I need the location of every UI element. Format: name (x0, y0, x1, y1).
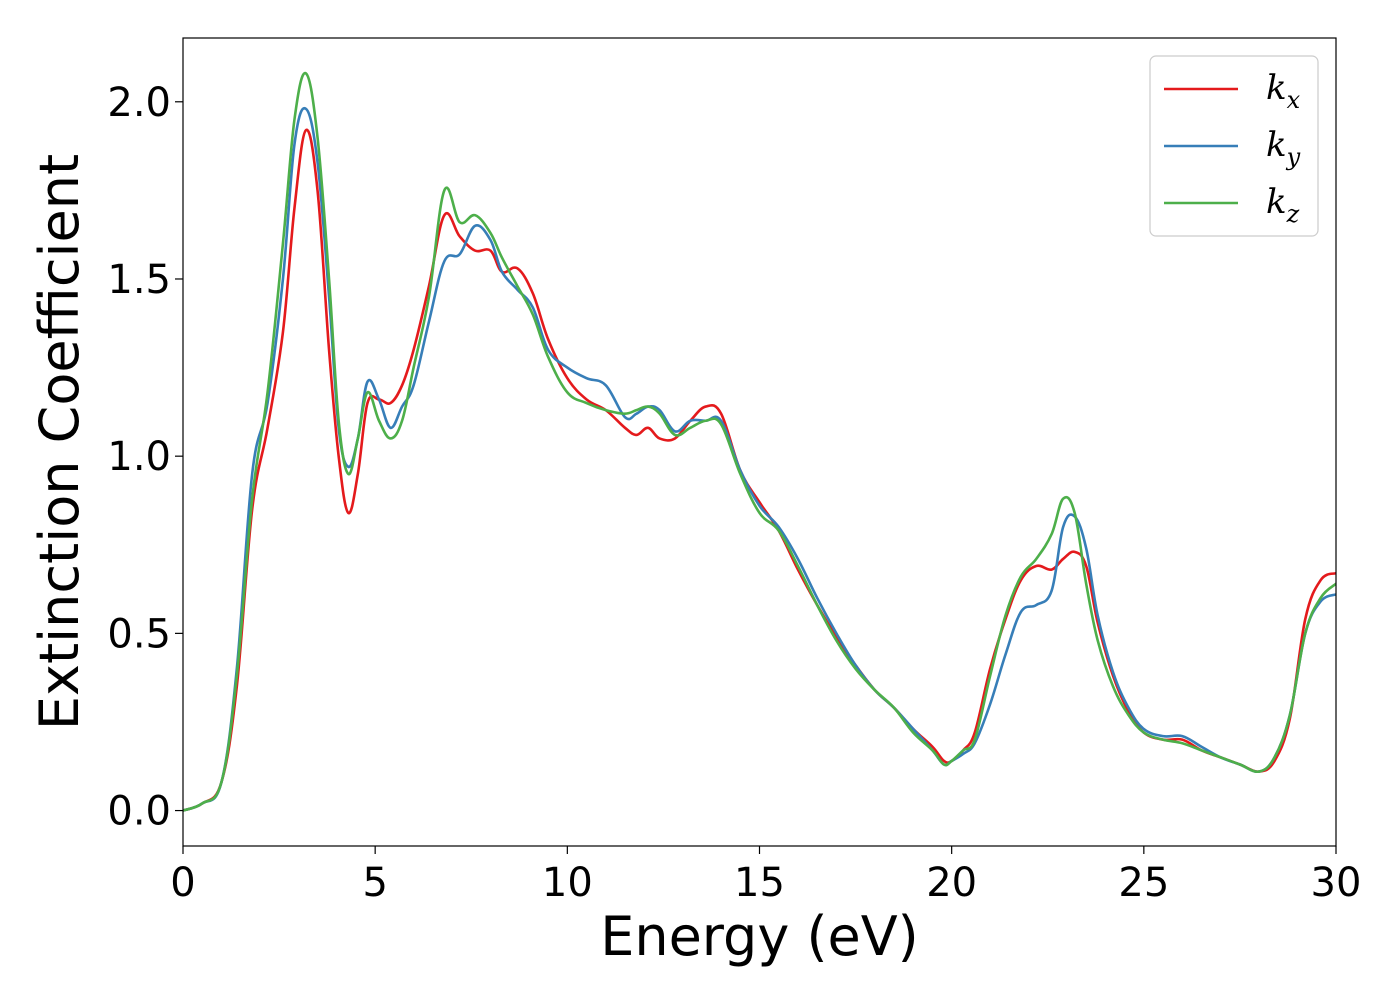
series-kz-line (183, 71, 1336, 812)
series-group (183, 71, 1336, 812)
x-tick-label: 15 (734, 860, 785, 906)
y-tick-label: 1.5 (107, 257, 171, 303)
legend: kx ky kz (1149, 55, 1319, 237)
y-tick-label: 0.5 (107, 611, 171, 657)
y-axis-title: Extinction Coefficient (28, 154, 91, 730)
x-tick-label: 0 (170, 860, 195, 906)
y-tick-label: 2.0 (107, 80, 171, 126)
x-tick-label: 10 (542, 860, 593, 906)
x-tick-label: 30 (1311, 860, 1362, 906)
y-tick-label: 0.0 (107, 789, 171, 835)
x-axis-title: Energy (eV) (600, 905, 919, 968)
x-tick-label: 5 (362, 860, 387, 906)
x-axis: 0 5 10 15 20 25 30 (170, 846, 1361, 906)
x-tick-label: 25 (1118, 860, 1169, 906)
y-axis: 0.0 0.5 1.0 1.5 2.0 (107, 80, 183, 835)
legend-label-y: ky (1266, 125, 1301, 171)
legend-label-z: kz (1266, 182, 1300, 228)
x-tick-label: 20 (926, 860, 977, 906)
legend-label-x: kx (1266, 68, 1301, 114)
y-tick-label: 1.0 (107, 434, 171, 480)
